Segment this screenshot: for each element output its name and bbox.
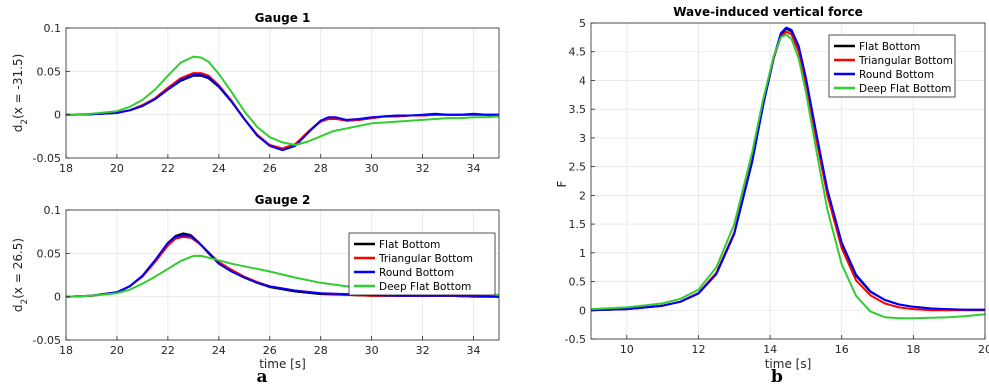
y-tick-label: -0.05 bbox=[33, 152, 61, 165]
y-axis-label: d2(x = -31.5) bbox=[11, 54, 30, 133]
legend-label-round: Round Bottom bbox=[859, 69, 934, 81]
x-tick-label: 28 bbox=[314, 344, 328, 357]
x-tick-label: 22 bbox=[161, 162, 175, 175]
x-tick-label: 20 bbox=[110, 162, 124, 175]
chart-vertical-force: 10 12 14 16 18 20 -0.5 0 0.5 1 1.5 2 2.5 3 3.5 4 4.5 5 Wa… bbox=[555, 5, 989, 371]
chart-title: Wave-induced vertical force bbox=[673, 5, 863, 19]
y-tick-label: 3.5 bbox=[569, 103, 587, 116]
x-tick-label: 10 bbox=[620, 343, 634, 356]
y-tick-label: 1 bbox=[579, 247, 586, 260]
x-tick-label: 26 bbox=[263, 162, 277, 175]
y-tick-label: 2 bbox=[579, 189, 586, 202]
series-group bbox=[590, 26, 986, 320]
legend: Flat Bottom Triangular Bottom Round Bottom… bbox=[828, 34, 956, 98]
series-group bbox=[65, 55, 500, 152]
x-tick-label: 12 bbox=[691, 343, 705, 356]
x-axis-label: time [s] bbox=[765, 357, 812, 371]
x-tick-label: 20 bbox=[978, 343, 989, 356]
y-tick-label: 4 bbox=[579, 74, 586, 87]
y-tick-label: 0 bbox=[54, 109, 61, 122]
series-line-deep bbox=[65, 55, 500, 146]
y-tick-label: 0.5 bbox=[569, 276, 587, 289]
x-tick-label: 16 bbox=[835, 343, 849, 356]
legend: Flat Bottom Triangular Bottom Round Bottom… bbox=[348, 232, 496, 296]
y-tick-label: 4.5 bbox=[569, 46, 587, 59]
y-tick-label: -0.5 bbox=[565, 333, 586, 346]
legend-label-round: Round Bottom bbox=[379, 267, 454, 279]
x-tick-label: 34 bbox=[467, 344, 481, 357]
x-tick-label: 34 bbox=[467, 162, 481, 175]
x-axis-label: time [s] bbox=[259, 357, 306, 371]
series-line-round bbox=[590, 26, 985, 312]
panel-label-b: b bbox=[771, 367, 783, 386]
x-tick-label: 30 bbox=[365, 344, 379, 357]
y-tick-label: 0.05 bbox=[37, 65, 62, 78]
x-tick-label: 24 bbox=[212, 344, 226, 357]
series-line-deep bbox=[590, 33, 986, 320]
x-tick-label: 18 bbox=[59, 344, 73, 357]
y-tick-label: 0.1 bbox=[44, 22, 62, 35]
x-tick-label: 18 bbox=[59, 162, 73, 175]
y-tick-label: 5 bbox=[579, 17, 586, 30]
x-tick-label: 28 bbox=[314, 162, 328, 175]
plot-frame bbox=[590, 22, 986, 340]
x-tick-label: 20 bbox=[110, 344, 124, 357]
legend-label-flat: Flat Bottom bbox=[859, 41, 920, 53]
y-tick-label: 0 bbox=[579, 304, 586, 317]
y-tick-label: 0.05 bbox=[37, 247, 62, 260]
legend-label-triangular: Triangular Bottom bbox=[858, 55, 953, 67]
y-tick-label: 2.5 bbox=[569, 161, 587, 174]
x-tick-label: 26 bbox=[263, 344, 277, 357]
x-tick-label: 32 bbox=[416, 162, 430, 175]
panel-label-a: a bbox=[256, 367, 267, 386]
chart-title: Gauge 1 bbox=[255, 11, 311, 25]
plot-frame bbox=[65, 209, 500, 341]
plot-area bbox=[66, 28, 499, 158]
plot-frame bbox=[65, 27, 500, 159]
tick-group: 10 12 14 16 18 20 -0.5 0 0.5 1 1.5 2 2.5 3 3.5 4 4.5 5 bbox=[565, 17, 989, 356]
x-tick-label: 30 bbox=[365, 162, 379, 175]
x-tick-label: 32 bbox=[416, 344, 430, 357]
y-tick-label: 0.1 bbox=[44, 204, 62, 217]
y-tick-label: 1.5 bbox=[569, 218, 587, 231]
tick-group: 18 20 22 24 26 28 30 32 34 -0.05 0 0.05 0.1 bbox=[33, 22, 481, 175]
legend-label-deep: Deep Flat Bottom bbox=[859, 83, 951, 95]
series-line-round bbox=[65, 234, 500, 298]
y-axis-label: d2(x = 26.5) bbox=[11, 238, 30, 312]
legend-label-flat: Flat Bottom bbox=[379, 239, 440, 251]
y-tick-label: 0 bbox=[54, 291, 61, 304]
y-tick-label: 3 bbox=[579, 132, 586, 145]
legend-label-triangular: Triangular Bottom bbox=[378, 253, 473, 265]
y-tick-label: -0.05 bbox=[33, 334, 61, 347]
y-axis-label: F bbox=[555, 180, 569, 187]
legend-label-deep: Deep Flat Bottom bbox=[379, 281, 471, 293]
tick-group: 18 20 22 24 26 28 30 32 34 -0.05 0 0.05 0.1 bbox=[33, 204, 481, 357]
x-tick-label: 18 bbox=[906, 343, 920, 356]
x-tick-label: 14 bbox=[763, 343, 777, 356]
chart-title: Gauge 2 bbox=[255, 193, 311, 207]
x-tick-label: 24 bbox=[212, 162, 226, 175]
x-tick-label: 22 bbox=[161, 344, 175, 357]
